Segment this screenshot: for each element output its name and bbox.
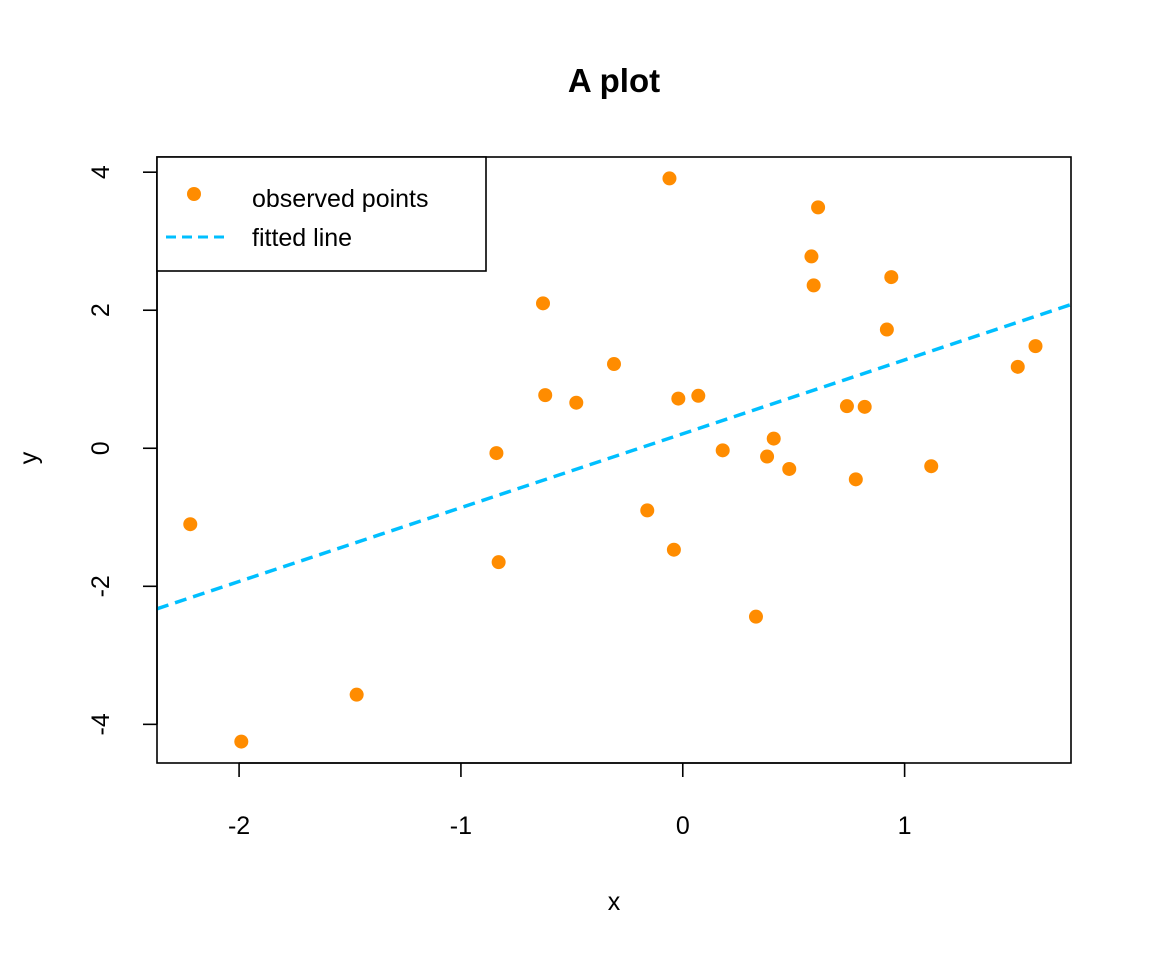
data-point <box>811 200 826 215</box>
data-point <box>884 270 899 285</box>
data-point <box>666 542 681 557</box>
legend-point-swatch <box>187 187 201 201</box>
data-point <box>879 322 894 337</box>
data-point <box>766 431 781 446</box>
data-point <box>607 357 621 372</box>
data-point <box>782 461 797 476</box>
x-tick-label: 0 <box>676 812 690 840</box>
plot-area <box>156 171 1072 749</box>
data-point <box>848 472 863 487</box>
data-point <box>857 399 872 414</box>
y-tick-label: -4 <box>87 713 115 735</box>
data-point <box>1028 339 1043 354</box>
x-axis: -2 -1 0 1 <box>228 762 912 840</box>
data-point <box>804 249 819 264</box>
data-point <box>234 734 249 749</box>
data-point <box>1010 359 1025 374</box>
data-point <box>538 388 553 403</box>
data-point <box>536 296 551 311</box>
data-point <box>349 687 364 702</box>
data-point <box>183 517 198 532</box>
data-point <box>748 609 763 624</box>
data-point <box>491 555 506 570</box>
data-point <box>760 449 775 464</box>
x-tick-label: 1 <box>898 812 912 840</box>
x-tick-label: -1 <box>450 812 472 840</box>
chart-title: A plot <box>568 62 660 99</box>
data-point <box>662 171 677 186</box>
fitted-line <box>156 302 1072 611</box>
x-tick-label: -2 <box>228 812 250 840</box>
plot-frame <box>156 156 1072 764</box>
data-point <box>671 391 686 406</box>
data-point <box>489 446 504 461</box>
data-point <box>924 459 939 474</box>
y-tick-label: 0 <box>87 441 115 455</box>
legend-box <box>156 156 487 272</box>
y-axis: -4 -2 0 2 4 <box>87 165 158 735</box>
y-tick-label: 4 <box>87 165 115 179</box>
legend-label-fitted: fitted line <box>252 224 352 252</box>
data-point <box>640 503 655 518</box>
data-point <box>806 278 821 293</box>
y-tick-label: -2 <box>87 575 115 597</box>
legend-label-observed: observed points <box>252 185 429 213</box>
data-point <box>569 395 584 410</box>
x-axis-label: x <box>608 888 621 916</box>
data-point <box>839 399 854 414</box>
legend: observed points fitted line <box>156 156 487 272</box>
data-point <box>715 443 730 458</box>
y-axis-label: y <box>15 451 43 464</box>
data-point <box>691 388 706 403</box>
y-tick-label: 2 <box>87 303 115 317</box>
